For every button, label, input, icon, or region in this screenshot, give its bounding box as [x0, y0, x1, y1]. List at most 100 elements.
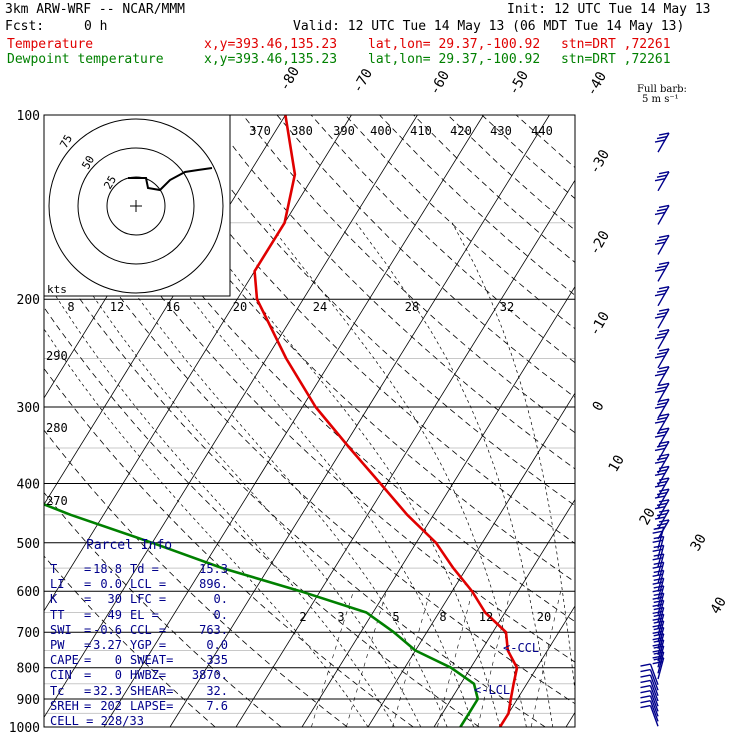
parcel-key: T [50, 562, 72, 576]
wind-barb-feather [653, 645, 664, 649]
wind-barb-feather [654, 405, 666, 409]
wind-barb-feather [640, 668, 651, 673]
plot-frame [43, 114, 576, 728]
barb-legend-title: Full barb: [637, 84, 687, 95]
wind-barb [654, 477, 670, 498]
parcel-key2: EL = [130, 607, 159, 622]
wind-barb-feather [658, 204, 670, 209]
theta-tick-label: 440 [531, 124, 553, 138]
wind-barb-feather [658, 453, 670, 457]
isotherm-line [632, 115, 740, 727]
isotherm-tick-label: 30 [688, 531, 710, 554]
wind-barb-staff [657, 261, 670, 282]
parcel-eq: = [84, 592, 92, 607]
wind-barb [652, 535, 665, 558]
wind-barb-feather [654, 447, 666, 452]
wind-barb-feather [654, 292, 666, 297]
wind-barb-feather [652, 557, 663, 561]
wind-barb [640, 679, 659, 702]
wind-barb-feather [656, 332, 668, 336]
mixing-ratio-label: 2 [299, 610, 306, 624]
wind-barb [640, 674, 659, 696]
parcel-row: K = 30 LFC = 0. [50, 592, 230, 607]
wind-barb-staff [657, 132, 670, 153]
wind-barb-staff [649, 705, 659, 727]
parcel-key2: YGP = [130, 637, 167, 652]
thetae-tick-label: 16 [166, 300, 180, 314]
wind-barb-feather [640, 699, 651, 704]
forecast-hour: 0 h [84, 19, 108, 34]
wind-barb-staff [657, 578, 665, 600]
parcel-row: CIN = 0 HWBZ= 3870. [50, 668, 230, 683]
wind-barb-feather [652, 630, 663, 635]
parcel-row: CAPE = 0 SWEAT= 335 [50, 653, 230, 668]
wind-barb-feather [654, 372, 666, 377]
dry-adiabat-line [515, 115, 575, 169]
wind-barb-staff [657, 329, 670, 350]
thetae-tick-label: 32 [500, 300, 514, 314]
wind-barb-feather [654, 315, 666, 319]
mixing-ratio-label: 8 [439, 610, 446, 624]
wind-barb-staff [657, 398, 670, 419]
wind-barb [652, 585, 665, 608]
wind-barb-feather [654, 516, 666, 520]
wind-barb-feather [656, 208, 668, 212]
wind-barb-feather [658, 440, 670, 445]
wind-barb-staff [657, 235, 670, 255]
isotherm-line [433, 498, 575, 727]
moist-adiabat-line [44, 276, 395, 727]
wind-barb-feather [653, 657, 664, 661]
wind-barb-feather [656, 289, 668, 293]
wind-barb-feather [658, 477, 670, 481]
dry-adiabat-line [139, 115, 575, 544]
parcel-key2: Td = [130, 562, 159, 576]
isotherm-line [367, 392, 575, 727]
dry-adiabat-line [44, 185, 575, 705]
wind-barb [640, 704, 659, 727]
parcel-value: 30 [107, 592, 122, 607]
wind-barb-feather [654, 268, 666, 272]
wind-barb-feather [656, 351, 668, 356]
wind-barb-feather [654, 484, 666, 488]
wind-barb-staff [649, 674, 659, 696]
wind-barb-feather [653, 561, 664, 566]
parcel-value2: 0. [213, 592, 228, 607]
parcel-eq: = [84, 637, 92, 652]
wind-barb [654, 261, 670, 282]
wind-barb-feather [652, 655, 663, 659]
parcel-cell: CELL = 228/33 [50, 713, 144, 728]
wind-barb-feather [652, 660, 663, 665]
wind-barb [640, 690, 659, 712]
parcel-value: 202 [100, 698, 122, 713]
pressure-tick-label: 400 [17, 477, 40, 492]
isotherm-line [499, 605, 575, 727]
wind-barb-feather [654, 335, 666, 340]
wind-barb [652, 526, 665, 549]
wind-barb-feather [658, 329, 670, 333]
parcel-value: 0.0 [100, 577, 122, 592]
dry-adiabat-line [44, 429, 348, 727]
wind-barb-staff [657, 593, 665, 615]
dry-adiabat-line [44, 491, 282, 727]
wind-barb-feather [640, 679, 651, 684]
temperature-station: stn=DRT ,72261 [561, 37, 671, 52]
wind-barb-feather [640, 690, 651, 694]
wind-barb [654, 366, 670, 387]
parcel-key: TT [50, 607, 72, 622]
isotherm-line [698, 115, 740, 727]
parcel-key2: SWEAT= [130, 653, 174, 668]
isotherm-tick-label: 20 [637, 505, 659, 528]
wind-barb-feather [652, 610, 663, 615]
wind-barb-feather [654, 139, 666, 143]
valid-time: Valid: 12 UTC Tue 14 May 13 (06 MDT Tue … [293, 19, 685, 34]
wind-barb-feather [640, 674, 651, 678]
wind-barb-staff [657, 536, 665, 558]
isotherm-tick-label: -30 [587, 147, 614, 177]
wind-barb-feather [654, 506, 666, 510]
thetae-tick-label: 28 [405, 300, 419, 314]
wind-barb [654, 440, 670, 461]
wind-barb [640, 668, 659, 691]
parcel-info-title: Parcel Info [86, 538, 173, 553]
isotherm-tick-label: -40 [584, 69, 611, 99]
wind-barb-feather [653, 651, 664, 655]
